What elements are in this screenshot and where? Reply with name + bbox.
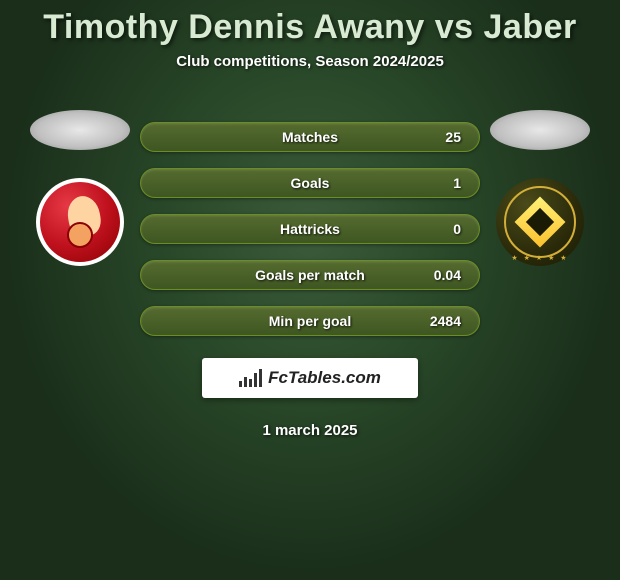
club-badge-left (36, 178, 124, 266)
chart-icon (239, 369, 262, 387)
stats-column: Matches 25 Goals 1 Hattricks 0 Goals per… (140, 110, 480, 336)
stat-label: Matches (282, 129, 338, 145)
stat-bar-goals: Goals 1 (140, 168, 480, 198)
page-title: Timothy Dennis Awany vs Jaber (0, 8, 620, 47)
content-wrapper: Timothy Dennis Awany vs Jaber Club compe… (0, 0, 620, 439)
main-row: Matches 25 Goals 1 Hattricks 0 Goals per… (0, 110, 620, 336)
stat-label: Goals (291, 175, 330, 191)
club-badge-right: ★ ★ ★ ★ ★ (496, 178, 584, 266)
stat-value: 0.04 (434, 267, 461, 283)
stat-value: 0 (453, 221, 461, 237)
player-silhouette-right (490, 110, 590, 150)
stat-bar-matches: Matches 25 (140, 122, 480, 152)
attribution-logo: FcTables.com (202, 358, 418, 398)
stat-value: 2484 (430, 313, 461, 329)
stat-bar-goals-per-match: Goals per match 0.04 (140, 260, 480, 290)
left-player-col (20, 110, 140, 266)
stat-label: Hattricks (280, 221, 340, 237)
stat-label: Min per goal (269, 313, 351, 329)
badge-stars-icon: ★ ★ ★ ★ ★ (496, 254, 584, 262)
date-text: 1 march 2025 (0, 422, 620, 439)
stat-label: Goals per match (255, 267, 365, 283)
stat-bar-hattricks: Hattricks 0 (140, 214, 480, 244)
player-silhouette-left (30, 110, 130, 150)
logo-text: FcTables.com (268, 368, 381, 388)
stat-value: 1 (453, 175, 461, 191)
stat-value: 25 (445, 129, 461, 145)
page-subtitle: Club competitions, Season 2024/2025 (0, 53, 620, 70)
club-badge-left-inner (40, 182, 120, 262)
club-badge-right-diamond (515, 197, 566, 248)
right-player-col: ★ ★ ★ ★ ★ (480, 110, 600, 266)
stat-bar-min-per-goal: Min per goal 2484 (140, 306, 480, 336)
